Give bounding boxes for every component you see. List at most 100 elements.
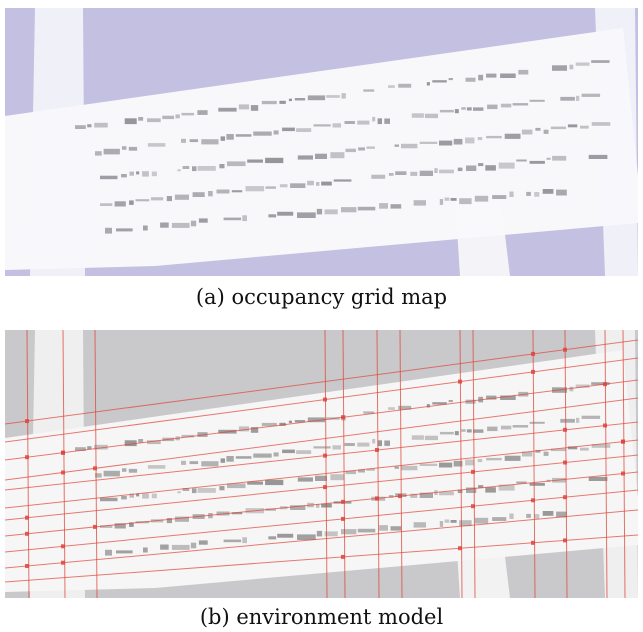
obstacle-cell (294, 420, 306, 423)
obstacle-cell (535, 449, 541, 453)
obstacle-cell (294, 98, 306, 101)
obstacle-cell (426, 404, 430, 408)
obstacle-cell (474, 517, 489, 524)
obstacle-cell (453, 138, 463, 145)
obstacle-cell (500, 395, 516, 400)
obstacle-cell (218, 107, 237, 112)
obstacle-cell (575, 384, 590, 388)
obstacle-cell (344, 121, 355, 124)
obstacle-cell (226, 456, 234, 462)
model-boundary-line (472, 330, 476, 598)
obstacle-cell (265, 157, 284, 164)
obstacle-cell (439, 491, 454, 496)
obstacle-cell (282, 449, 295, 454)
obstacle-cell (171, 544, 190, 550)
model-boundary-line (5, 439, 638, 509)
model-boundary-line (5, 421, 638, 491)
obstacle-cell (439, 199, 444, 205)
model-node-marker (323, 485, 327, 490)
obstacle-cell (324, 531, 338, 537)
obstacle-cell (419, 492, 433, 498)
obstacle-cell (509, 191, 514, 197)
obstacle-cell (235, 456, 252, 459)
obstacle-cell (219, 164, 225, 169)
obstacle-cell (581, 415, 601, 419)
obstacle-cell (208, 191, 213, 197)
obstacle-cell (147, 118, 161, 123)
obstacle-cell (250, 427, 259, 433)
obstacle-cell (296, 450, 312, 454)
obstacle-cell (552, 65, 567, 71)
obstacle-cell (521, 451, 533, 457)
obstacle-cell (277, 533, 294, 538)
obstacle-cell (394, 144, 399, 147)
obstacle-cell (198, 540, 208, 545)
obstacle-cell (138, 439, 144, 443)
obstacle-cell (543, 451, 549, 456)
obstacle-cell (542, 189, 554, 194)
obstacle-cell (556, 511, 567, 518)
obstacle-cell (174, 194, 189, 200)
model-node-marker (93, 466, 97, 471)
environment-model-figure (5, 330, 638, 598)
model-node-marker (531, 498, 535, 503)
obstacle-cell (197, 166, 216, 171)
obstacle-cell (282, 127, 295, 132)
obstacle-cell (344, 443, 355, 446)
obstacle-cell (413, 200, 426, 206)
obstacle-cell (439, 431, 454, 435)
obstacle-cell (87, 446, 92, 450)
obstacle-cell (160, 222, 169, 228)
obstacle-cell (394, 466, 399, 469)
free-space-left-hall (30, 330, 85, 598)
obstacle-cell (121, 496, 127, 500)
obstacle-cell (192, 488, 197, 494)
obstacle-cell (142, 171, 149, 177)
obstacle-cell (504, 133, 521, 139)
obstacle-cell (94, 444, 108, 450)
model-node-marker (341, 415, 345, 420)
obstacle-cell (333, 179, 352, 182)
obstacle-cell (448, 400, 453, 403)
obstacle-cell (238, 104, 250, 110)
obstacle-cell (166, 196, 172, 202)
obstacle-cell (454, 109, 459, 114)
model-boundary-line (459, 330, 463, 598)
obstacle-cell (581, 93, 601, 97)
obstacle-cell (296, 128, 312, 132)
obstacle-cell (395, 171, 407, 175)
obstacle-cell (473, 107, 484, 111)
obstacle-cell (486, 395, 497, 400)
obstacle-cell (474, 195, 489, 202)
obstacle-cell (87, 124, 92, 128)
model-node-marker (375, 496, 379, 501)
obstacle-cell (377, 440, 382, 447)
model-node-marker (563, 538, 567, 543)
obstacle-cell (466, 165, 477, 171)
obstacle-cell (457, 167, 463, 172)
model-node-marker (25, 531, 29, 536)
obstacle-cell (419, 463, 438, 466)
obstacle-cell (316, 182, 320, 186)
obstacle-cell (201, 139, 219, 145)
obstacle-cell (253, 131, 272, 136)
obstacle-cell (136, 171, 140, 175)
obstacle-cell (444, 519, 450, 523)
model-node-marker (25, 515, 29, 520)
obstacle-cell (227, 483, 246, 489)
obstacle-cell (181, 434, 195, 438)
obstacle-cell (189, 461, 199, 465)
obstacle-cell (398, 83, 412, 88)
obstacle-cell (432, 80, 447, 83)
obstacle-cell (100, 175, 118, 180)
obstacle-cell (454, 431, 459, 436)
obstacle-cell (580, 447, 589, 451)
model-node-marker (25, 455, 29, 460)
obstacle-cell (444, 197, 450, 201)
model-node-marker (603, 382, 607, 387)
obstacle-cell (411, 113, 424, 118)
obstacle-cell (401, 465, 418, 471)
obstacle-cell (398, 405, 412, 410)
caption-a: (a) occupancy grid map (195, 285, 448, 309)
obstacle-cell (279, 422, 286, 426)
